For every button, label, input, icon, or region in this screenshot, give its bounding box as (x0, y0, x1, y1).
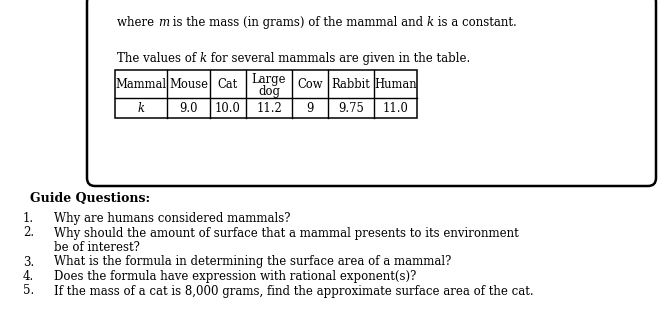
Text: where: where (117, 16, 158, 29)
Text: 9.75: 9.75 (338, 101, 364, 114)
FancyBboxPatch shape (87, 0, 656, 186)
Text: m: m (158, 16, 169, 29)
Text: Rabbit: Rabbit (331, 77, 370, 90)
Text: k: k (137, 101, 145, 114)
Text: is a constant.: is a constant. (434, 16, 517, 29)
Text: dog: dog (258, 85, 280, 98)
Text: 2.: 2. (23, 227, 34, 240)
Text: Mammal: Mammal (115, 77, 166, 90)
Text: 5.: 5. (22, 284, 34, 297)
Text: k: k (200, 52, 207, 65)
Text: is the mass (in grams) of the mammal and: is the mass (in grams) of the mammal and (169, 16, 427, 29)
Text: If the mass of a cat is 8,000 grams, find the approximate surface area of the ca: If the mass of a cat is 8,000 grams, fin… (54, 284, 534, 297)
Text: Guide Questions:: Guide Questions: (30, 192, 150, 205)
Bar (115, 70, 417, 118)
Text: Does the formula have expression with rational exponent(s)?: Does the formula have expression with ra… (54, 270, 416, 283)
Text: 9.0: 9.0 (180, 101, 198, 114)
Text: The values of: The values of (117, 52, 200, 65)
Text: Human: Human (374, 77, 417, 90)
Text: 11.2: 11.2 (256, 101, 282, 114)
Text: 11.0: 11.0 (383, 101, 409, 114)
Text: 10.0: 10.0 (215, 101, 241, 114)
Text: 3.: 3. (22, 256, 34, 268)
Text: What is the formula in determining the surface area of a mammal?: What is the formula in determining the s… (54, 256, 451, 268)
Text: Cat: Cat (218, 77, 238, 90)
Text: 4.: 4. (22, 270, 34, 283)
Text: Why should the amount of surface that a mammal presents to its environment: Why should the amount of surface that a … (54, 227, 519, 240)
Text: for several mammals are given in the table.: for several mammals are given in the tab… (207, 52, 470, 65)
Text: Why are humans considered mammals?: Why are humans considered mammals? (54, 212, 290, 225)
Text: Cow: Cow (297, 77, 323, 90)
Text: k: k (427, 16, 434, 29)
Text: Large: Large (251, 73, 286, 86)
Text: 9: 9 (306, 101, 314, 114)
Text: be of interest?: be of interest? (54, 241, 140, 254)
Text: Mouse: Mouse (169, 77, 208, 90)
Text: 1.: 1. (23, 212, 34, 225)
